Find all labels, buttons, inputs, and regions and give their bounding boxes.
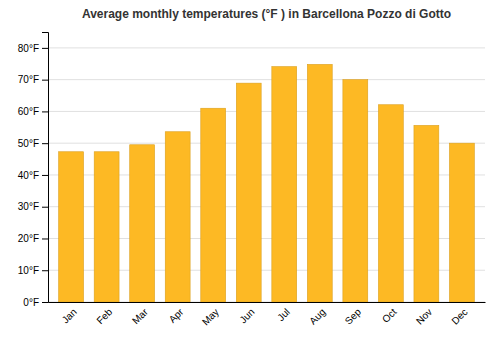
y-tick-mark <box>42 111 48 112</box>
y-tick-label: 70°F <box>18 74 39 85</box>
bar <box>130 145 155 302</box>
grid <box>48 48 485 302</box>
y-tick-label: 20°F <box>18 233 39 244</box>
grid-line <box>48 79 485 80</box>
bars <box>59 64 475 302</box>
x-tick: Apr <box>167 306 186 325</box>
x-tick-label: Oct <box>380 306 399 325</box>
bar <box>272 67 297 302</box>
x-tick: Jun <box>237 306 256 325</box>
chart: 0°F 10°F 20°F 30°F 40°F 50°F 60°F 70°F 80°F Jan Fe… <box>0 0 500 350</box>
y-tick-label: 80°F <box>18 43 39 54</box>
y-tick: 40°F <box>18 170 48 181</box>
y-tick-label: 60°F <box>18 106 39 117</box>
y-tick: 0°F <box>23 297 48 308</box>
y-tick: 80°F <box>18 43 48 54</box>
x-tick: Sep <box>343 306 364 327</box>
bar <box>343 80 368 302</box>
x-tick: Feb <box>94 306 114 326</box>
y-tick-label: 10°F <box>18 265 39 276</box>
y-tick-mark <box>42 48 48 49</box>
x-tick-label: Feb <box>94 306 114 326</box>
title: Average monthly temperatures (°F ) in Ba… <box>82 7 451 21</box>
grid-line <box>48 47 485 48</box>
y-tick-label: 50°F <box>18 138 39 149</box>
grid-line <box>48 111 485 112</box>
y-tick-label: 0°F <box>23 297 39 308</box>
x-tick: Oct <box>380 306 399 325</box>
x-tick: May <box>200 306 221 327</box>
x-tick-label: Jul <box>275 306 292 323</box>
y-tick-mark <box>42 175 48 176</box>
bar <box>378 105 403 302</box>
bar <box>236 83 261 302</box>
x-tick-label: Dec <box>449 306 469 326</box>
y-tick: 10°F <box>18 265 48 276</box>
x-tick-label: Nov <box>414 306 434 326</box>
x-tick-label: Jan <box>60 306 79 325</box>
bar <box>165 132 190 302</box>
y-tick: 60°F <box>18 106 48 117</box>
y-tick: 30°F <box>18 201 48 212</box>
bar <box>59 152 84 302</box>
y-axis-line <box>42 33 49 303</box>
x-tick-label: Jun <box>237 306 256 325</box>
y-tick: 70°F <box>18 74 48 85</box>
y-tick-mark <box>42 80 48 81</box>
x-tick: Aug <box>307 306 327 326</box>
bar <box>414 125 439 302</box>
x-tick-label: Aug <box>307 306 327 326</box>
y-tick: 20°F <box>18 233 48 244</box>
bar <box>201 108 226 302</box>
plot: 0°F 10°F 20°F 30°F 40°F 50°F 60°F 70°F 80°F Jan Fe… <box>18 33 486 328</box>
y-tick-mark <box>42 143 48 144</box>
x-axis: Jan Feb Mar Apr May Jun Jul Aug Sep Oct Nov Dec <box>49 303 486 328</box>
x-tick-label: Sep <box>343 306 364 327</box>
x-axis-line <box>49 302 486 303</box>
bar <box>94 152 119 302</box>
y-tick-mark <box>42 238 48 239</box>
bar <box>307 64 332 302</box>
y-tick-label: 30°F <box>18 201 39 212</box>
x-tick: Jan <box>60 306 79 325</box>
y-tick-mark <box>42 207 48 208</box>
y-axis: 0°F 10°F 20°F 30°F 40°F 50°F 60°F 70°F 80°F <box>18 33 49 308</box>
bar <box>449 143 474 302</box>
y-tick: 50°F <box>18 138 48 149</box>
x-tick-label: May <box>200 306 221 327</box>
y-tick-mark <box>42 270 48 271</box>
x-tick-label: Apr <box>167 306 186 325</box>
x-tick: Nov <box>414 306 434 326</box>
x-tick: Dec <box>449 306 469 326</box>
y-tick-label: 40°F <box>18 170 39 181</box>
x-tick: Mar <box>130 306 150 326</box>
x-tick: Jul <box>275 306 292 323</box>
y-tick-mark <box>42 302 48 303</box>
x-tick-label: Mar <box>130 306 150 326</box>
